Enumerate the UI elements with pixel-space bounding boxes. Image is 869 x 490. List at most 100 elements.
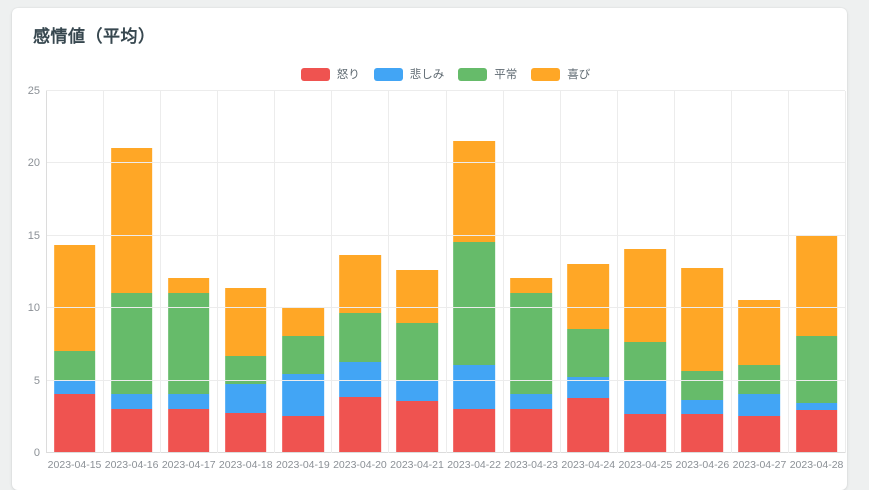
bar-segment-normal-2023-04-17[interactable] (167, 292, 210, 395)
bar-segment-joy-2023-04-27[interactable] (738, 299, 781, 366)
bar-segment-joy-2023-04-22[interactable] (453, 140, 495, 243)
bar-group-2023-04-23 (503, 91, 560, 453)
bar-segment-anger-2023-04-18[interactable] (224, 412, 267, 452)
bar-segment-normal-2023-04-16[interactable] (110, 292, 153, 395)
bar-segment-sadness-2023-04-21[interactable] (396, 381, 438, 402)
bar-2023-04-17 (167, 278, 210, 452)
bar-group-2023-04-16 (103, 91, 160, 453)
x-axis: 2023-04-15 2023-04-16 2023-04-17 2023-04-18… (46, 459, 845, 471)
bar-segment-sadness-2023-04-24[interactable] (567, 376, 610, 399)
y-axis-tick-label-25: 25 (27, 85, 40, 97)
x-axis-label-2023-04-27: 2023-04-27 (732, 459, 787, 471)
bar-segment-anger-2023-04-15[interactable] (53, 394, 96, 452)
legend-label-joy: 喜び (567, 69, 591, 81)
bar-segment-anger-2023-04-20[interactable] (339, 396, 381, 452)
bar-segment-sadness-2023-04-23[interactable] (510, 394, 552, 409)
vertical-gridline-5 (331, 91, 333, 453)
bar-segment-sadness-2023-04-27[interactable] (738, 394, 781, 416)
bar-segment-anger-2023-04-23[interactable] (510, 408, 552, 452)
bar-segment-sadness-2023-04-18[interactable] (224, 383, 267, 413)
y-axis-tick-label-20: 20 (27, 157, 40, 170)
legend-item-sadness[interactable]: 悲しみ (373, 66, 444, 82)
horizontal-gridline-25 (46, 90, 845, 91)
bar-segment-normal-2023-04-24[interactable] (567, 328, 610, 377)
bar-segment-normal-2023-04-28[interactable] (795, 336, 838, 403)
bar-segment-anger-2023-04-25[interactable] (624, 414, 667, 452)
bar-segment-joy-2023-04-26[interactable] (681, 268, 724, 371)
bar-group-2023-04-20 (331, 91, 388, 453)
bar-2023-04-22 (453, 140, 495, 452)
bar-segment-anger-2023-04-17[interactable] (167, 408, 210, 452)
bar-segment-normal-2023-04-22[interactable] (453, 242, 495, 366)
bar-segment-joy-2023-04-23[interactable] (510, 278, 552, 293)
bar-segment-anger-2023-04-28[interactable] (795, 410, 838, 452)
bar-segment-anger-2023-04-24[interactable] (567, 398, 610, 452)
bar-segment-anger-2023-04-21[interactable] (396, 401, 438, 452)
bar-segment-joy-2023-04-17[interactable] (167, 278, 210, 293)
x-axis-label-2023-04-19: 2023-04-19 (275, 459, 330, 471)
bar-segment-sadness-2023-04-25[interactable] (624, 379, 667, 415)
x-axis-label-2023-04-18: 2023-04-18 (218, 459, 273, 471)
bar-segment-sadness-2023-04-26[interactable] (681, 399, 724, 415)
bar-segment-joy-2023-04-18[interactable] (224, 288, 267, 357)
vertical-gridline-10 (616, 91, 618, 453)
bar-segment-normal-2023-04-15[interactable] (53, 350, 96, 380)
legend-swatch-joy (531, 67, 561, 81)
bar-segment-normal-2023-04-25[interactable] (624, 341, 667, 380)
plot-area (46, 90, 846, 453)
x-axis-label-2023-04-28: 2023-04-28 (789, 459, 844, 471)
legend-item-anger[interactable]: 怒り (300, 66, 360, 82)
bar-group-2023-04-22 (446, 91, 503, 453)
bar-segment-anger-2023-04-22[interactable] (453, 408, 495, 452)
bar-segment-joy-2023-04-15[interactable] (53, 244, 96, 351)
bar-group-2023-04-27 (731, 91, 788, 453)
legend-item-joy[interactable]: 喜び (531, 66, 590, 82)
bar-segment-joy-2023-04-25[interactable] (624, 249, 667, 342)
bar-segment-joy-2023-04-24[interactable] (567, 263, 610, 329)
bar-segment-joy-2023-04-28[interactable] (795, 234, 838, 337)
bar-segment-sadness-2023-04-19[interactable] (282, 373, 324, 416)
legend-item-normal[interactable]: 平常 (458, 66, 517, 82)
bar-segment-anger-2023-04-27[interactable] (738, 415, 781, 452)
bar-group-2023-04-28 (788, 91, 845, 453)
x-axis-label-2023-04-24: 2023-04-24 (561, 459, 616, 471)
bar-segment-sadness-2023-04-15[interactable] (53, 379, 96, 395)
bar-segment-sadness-2023-04-28[interactable] (795, 402, 838, 411)
x-axis-label-2023-04-15: 2023-04-15 (47, 459, 102, 471)
bar-segment-sadness-2023-04-16[interactable] (110, 394, 153, 409)
bar-2023-04-27 (738, 299, 781, 452)
bar-segment-normal-2023-04-19[interactable] (282, 336, 324, 374)
bar-group-2023-04-17 (160, 91, 217, 453)
bar-segment-normal-2023-04-23[interactable] (510, 292, 552, 395)
bar-2023-04-18 (224, 288, 267, 452)
bar-segment-anger-2023-04-26[interactable] (681, 414, 724, 452)
bar-segment-sadness-2023-04-17[interactable] (167, 394, 210, 409)
y-axis-tick-label-5: 5 (33, 374, 40, 387)
x-axis-label-2023-04-26: 2023-04-26 (675, 459, 730, 471)
legend-swatch-normal (458, 67, 488, 81)
vertical-gridline-7 (445, 91, 447, 453)
bar-segment-normal-2023-04-18[interactable] (224, 356, 267, 384)
y-axis-tick-label-15: 15 (27, 229, 40, 242)
bar-segment-joy-2023-04-16[interactable] (110, 147, 153, 293)
bar-segment-sadness-2023-04-22[interactable] (453, 365, 495, 409)
bar-2023-04-21 (396, 269, 438, 452)
vertical-gridline-9 (559, 91, 561, 453)
y-axis: 0 5 10 15 20 25 (12, 85, 40, 459)
x-axis-label-2023-04-22: 2023-04-22 (447, 459, 501, 471)
bar-segment-anger-2023-04-19[interactable] (282, 415, 324, 452)
bar-segment-normal-2023-04-21[interactable] (396, 323, 438, 382)
bar-segment-anger-2023-04-16[interactable] (110, 408, 153, 452)
bar-segment-joy-2023-04-21[interactable] (396, 269, 438, 324)
bar-segment-normal-2023-04-26[interactable] (681, 370, 724, 400)
bar-group-2023-04-26 (674, 91, 731, 453)
bar-segment-joy-2023-04-19[interactable] (282, 307, 324, 337)
vertical-gridline-12 (730, 91, 732, 453)
bar-group-2023-04-19 (274, 91, 331, 453)
legend-label-anger: 怒り (336, 69, 360, 81)
x-axis-label-2023-04-16: 2023-04-16 (104, 459, 159, 471)
legend-swatch-anger (300, 67, 330, 81)
bar-segment-joy-2023-04-20[interactable] (339, 255, 381, 314)
bar-segment-normal-2023-04-20[interactable] (339, 313, 381, 363)
bar-2023-04-24 (567, 263, 610, 452)
